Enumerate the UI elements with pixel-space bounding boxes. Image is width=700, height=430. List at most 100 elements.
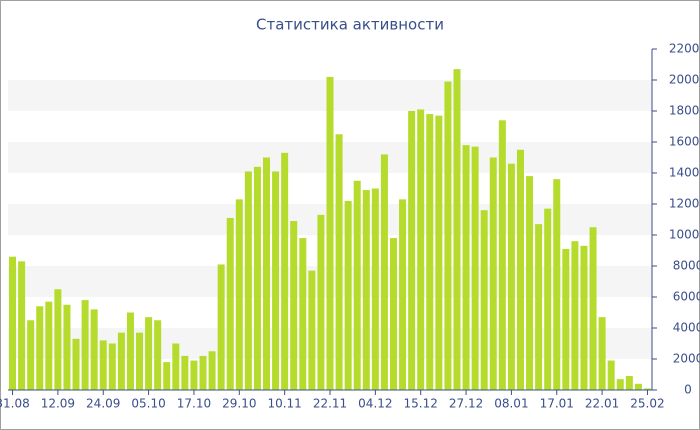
bar <box>63 304 71 390</box>
bar <box>244 171 252 390</box>
x-tick-label: 27.12 <box>449 397 483 411</box>
y-tick-label: 4000 <box>673 321 700 335</box>
bar <box>235 199 243 390</box>
bar <box>299 238 307 390</box>
bar <box>172 343 180 390</box>
bar <box>54 289 62 390</box>
bar <box>27 320 35 390</box>
x-tick-label: 22.01 <box>585 397 619 411</box>
bar <box>371 188 379 390</box>
x-tick-label: 22.11 <box>313 397 347 411</box>
bar <box>163 362 171 390</box>
bar <box>217 264 225 390</box>
bar <box>81 300 89 390</box>
x-tick-label: 10.11 <box>267 397 301 411</box>
y-tick-label: 16000 <box>669 135 700 149</box>
bar <box>453 69 461 391</box>
bar <box>208 351 216 390</box>
y-tick-label: 20000 <box>669 73 700 87</box>
bar <box>126 312 134 390</box>
x-tick-label: 12.09 <box>41 397 75 411</box>
y-tick-label: 10000 <box>669 228 700 242</box>
y-tick-label: 0 <box>684 383 692 397</box>
bar <box>598 317 606 390</box>
bar <box>480 210 488 390</box>
x-tick-label: 08.01 <box>494 397 528 411</box>
bar <box>580 245 588 390</box>
bar <box>108 343 116 390</box>
bar <box>616 379 624 390</box>
y-tick-label: 2000 <box>673 352 700 366</box>
bar <box>462 145 470 390</box>
bar <box>253 166 261 390</box>
bar <box>36 306 44 390</box>
bar <box>498 120 506 391</box>
bar <box>308 270 316 390</box>
bar <box>344 200 352 390</box>
bar <box>145 317 153 390</box>
x-tick-label: 15.12 <box>404 397 438 411</box>
y-tick-label: 6000 <box>673 290 700 304</box>
bar <box>553 179 561 390</box>
bar <box>408 111 416 390</box>
bar <box>634 383 642 390</box>
bar <box>535 224 543 390</box>
bar <box>435 115 443 391</box>
bar <box>45 301 53 390</box>
bar <box>263 157 271 390</box>
x-tick-label: 17.10 <box>177 397 211 411</box>
bar <box>190 360 198 390</box>
bar <box>290 221 298 390</box>
bar <box>317 214 325 390</box>
bar <box>72 338 80 390</box>
bar <box>399 199 407 390</box>
x-tick-label: 25.02 <box>630 397 664 411</box>
bar <box>9 256 17 390</box>
bar <box>526 176 534 390</box>
x-tick-label: 17.01 <box>540 397 574 411</box>
bar <box>335 134 343 390</box>
bar <box>117 332 125 390</box>
bar <box>389 238 397 390</box>
bar <box>625 376 633 390</box>
bar <box>571 241 579 390</box>
bar <box>326 76 334 391</box>
bar <box>507 163 515 390</box>
bar <box>281 152 289 390</box>
bar <box>489 157 497 390</box>
bar <box>643 388 651 390</box>
bar <box>426 114 434 390</box>
bar <box>353 180 361 390</box>
bar <box>99 340 107 390</box>
bar <box>380 154 388 390</box>
x-tick-label: 24.09 <box>86 397 120 411</box>
bar <box>226 217 234 390</box>
bar <box>181 355 189 390</box>
x-tick-label: 05.10 <box>131 397 165 411</box>
bar <box>516 149 524 390</box>
y-tick-label: 22000 <box>669 42 700 56</box>
bar <box>417 109 425 390</box>
bar <box>90 309 98 390</box>
bar <box>199 355 207 390</box>
bar <box>607 360 615 390</box>
bar <box>589 227 597 390</box>
bar <box>18 261 26 390</box>
bar <box>272 171 280 390</box>
x-tick-label: 31.08 <box>0 397 30 411</box>
bar <box>444 81 452 391</box>
bar <box>562 248 570 390</box>
y-tick-label: 18000 <box>669 104 700 118</box>
bar <box>471 146 479 390</box>
x-tick-label: 04.12 <box>358 397 392 411</box>
bar <box>544 208 552 390</box>
bar <box>154 320 162 390</box>
y-tick-label: 12000 <box>669 197 700 211</box>
y-tick-label: 8000 <box>673 259 700 273</box>
bar <box>136 332 144 390</box>
y-tick-label: 14000 <box>669 166 700 180</box>
bar <box>362 190 370 390</box>
x-tick-label: 29.10 <box>222 397 256 411</box>
chart-title: Статистика активности <box>256 16 444 34</box>
